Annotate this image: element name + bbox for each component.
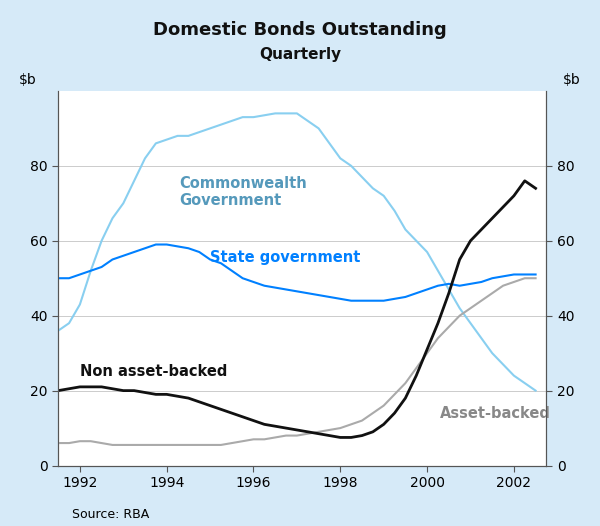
- Text: Source: RBA: Source: RBA: [72, 508, 149, 521]
- Text: Quarterly: Quarterly: [259, 47, 341, 63]
- Text: Domestic Bonds Outstanding: Domestic Bonds Outstanding: [153, 21, 447, 39]
- Text: Non asset-backed: Non asset-backed: [80, 365, 227, 379]
- Text: Commonwealth
Government: Commonwealth Government: [180, 176, 307, 208]
- Text: Asset-backed: Asset-backed: [440, 406, 551, 421]
- Text: State government: State government: [210, 250, 361, 265]
- Text: $b: $b: [563, 73, 581, 87]
- Text: $b: $b: [19, 73, 37, 87]
